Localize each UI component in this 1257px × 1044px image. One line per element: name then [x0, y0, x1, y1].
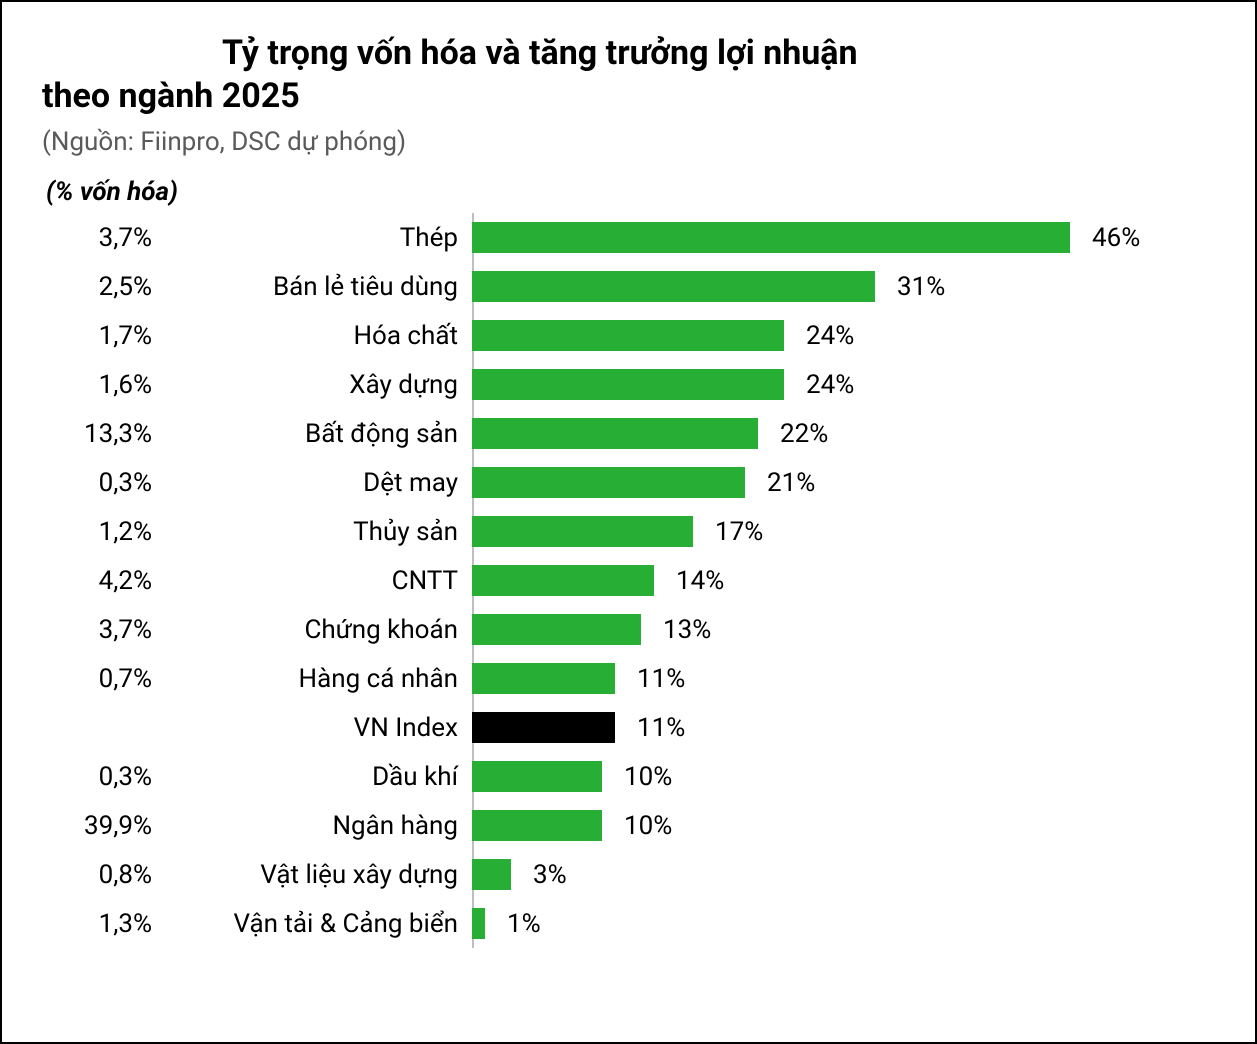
- marketcap-share: 2,5%: [42, 272, 162, 302]
- chart-row: 1,2%Thủy sản 17%: [42, 507, 1215, 556]
- chart-row: 0,3%Dầu khí 10%: [42, 752, 1215, 801]
- value-label: 24%: [806, 370, 854, 400]
- marketcap-share: 1,7%: [42, 321, 162, 351]
- bar-area: 31%: [472, 262, 1172, 311]
- category-label: Bất động sản: [162, 419, 472, 449]
- bar: [472, 222, 1070, 252]
- category-label: Vận tải & Cảng biển: [162, 909, 472, 939]
- bar-chart: 3,7%Thép46%2,5%Bán lẻ tiêu dùng31%1,7%Hó…: [42, 213, 1215, 948]
- bar-area: 11%: [472, 654, 1172, 703]
- bar: [472, 418, 758, 448]
- bar-area: 21%: [472, 458, 1172, 507]
- chart-title: Tỷ trọng vốn hóa và tăng trưởng lợi nhuậ…: [42, 32, 1215, 117]
- bar-area: 10%: [472, 801, 1172, 850]
- bar-area: 24%: [472, 311, 1172, 360]
- value-label: 14%: [676, 566, 724, 596]
- chart-row: VN Index 11%: [42, 703, 1215, 752]
- category-label: CNTT: [162, 566, 472, 596]
- marketcap-share: 3,7%: [42, 223, 162, 253]
- chart-row: 2,5%Bán lẻ tiêu dùng 31%: [42, 262, 1215, 311]
- category-label: Xây dựng: [162, 370, 472, 400]
- category-label: Vật liệu xây dựng: [162, 860, 472, 890]
- bar: [472, 663, 615, 693]
- bar-area: 13%: [472, 605, 1172, 654]
- chart-row: 0,8%Vật liệu xây dựng 3%: [42, 850, 1215, 899]
- chart-title-line1: Tỷ trọng vốn hóa và tăng trưởng lợi nhuậ…: [42, 32, 1215, 75]
- y-axis-label: (% vốn hóa): [46, 177, 1215, 207]
- bar: [472, 761, 602, 791]
- chart-row: 3,7%Chứng khoán 13%: [42, 605, 1215, 654]
- bar-area: 11%: [472, 703, 1172, 752]
- bar-area: 14%: [472, 556, 1172, 605]
- chart-subtitle: (Nguồn: Fiinpro, DSC dự phóng): [42, 127, 1215, 157]
- value-label: 13%: [663, 615, 711, 645]
- bar-area: 1%: [472, 899, 1172, 948]
- bar-area: 3%: [472, 850, 1172, 899]
- bar: [472, 859, 511, 889]
- value-label: 24%: [806, 321, 854, 351]
- bar: [472, 565, 654, 595]
- bar: [472, 908, 485, 938]
- marketcap-share: 1,6%: [42, 370, 162, 400]
- bar: [472, 369, 784, 399]
- bar-area: 24%: [472, 360, 1172, 409]
- bar: [472, 320, 784, 350]
- bar-area: 17%: [472, 507, 1172, 556]
- marketcap-share: 0,7%: [42, 664, 162, 694]
- marketcap-share: 1,2%: [42, 517, 162, 547]
- category-label: Chứng khoán: [162, 615, 472, 645]
- value-label: 10%: [624, 762, 672, 792]
- marketcap-share: 39,9%: [42, 811, 162, 841]
- chart-row: 1,6%Xây dựng 24%: [42, 360, 1215, 409]
- chart-row: 3,7%Thép 46%: [42, 213, 1215, 262]
- category-label: Ngân hàng: [162, 811, 472, 841]
- value-label: 46%: [1092, 223, 1140, 253]
- marketcap-share: 1,3%: [42, 909, 162, 939]
- marketcap-share: 3,7%: [42, 615, 162, 645]
- value-label: 21%: [767, 468, 815, 498]
- category-label: Bán lẻ tiêu dùng: [162, 272, 472, 302]
- marketcap-share: 4,2%: [42, 566, 162, 596]
- category-label: Dệt may: [162, 468, 472, 498]
- bar: [472, 810, 602, 840]
- chart-row: 4,2%CNTT 14%: [42, 556, 1215, 605]
- value-label: 31%: [897, 272, 945, 302]
- chart-row: 0,3%Dệt may 21%: [42, 458, 1215, 507]
- value-label: 22%: [780, 419, 828, 449]
- marketcap-share: 0,3%: [42, 762, 162, 792]
- chart-row: 0,7%Hàng cá nhân 11%: [42, 654, 1215, 703]
- category-label: Hóa chất: [162, 321, 472, 351]
- bar-area: 22%: [472, 409, 1172, 458]
- marketcap-share: 0,3%: [42, 468, 162, 498]
- bar: [472, 271, 875, 301]
- category-label: Hàng cá nhân: [162, 664, 472, 694]
- chart-row: 13,3%Bất động sản 22%: [42, 409, 1215, 458]
- bar-area: 46%: [472, 213, 1172, 262]
- chart-row: 1,3%Vận tải & Cảng biển 1%: [42, 899, 1215, 948]
- value-label: 10%: [624, 811, 672, 841]
- chart-title-line2: theo ngành 2025: [42, 75, 1215, 118]
- value-label: 3%: [533, 860, 567, 890]
- chart-row: 1,7%Hóa chất 24%: [42, 311, 1215, 360]
- value-label: 11%: [637, 664, 685, 694]
- bar: [472, 614, 641, 644]
- value-label: 17%: [715, 517, 763, 547]
- category-label: Thép: [162, 223, 472, 253]
- value-label: 1%: [507, 909, 541, 939]
- chart-frame: Tỷ trọng vốn hóa và tăng trưởng lợi nhuậ…: [0, 0, 1257, 1044]
- marketcap-share: 13,3%: [42, 419, 162, 449]
- bar: [472, 516, 693, 546]
- bar: [472, 467, 745, 497]
- value-label: 11%: [637, 713, 685, 743]
- bar-area: 10%: [472, 752, 1172, 801]
- category-label: Dầu khí: [162, 762, 472, 792]
- chart-row: 39,9%Ngân hàng 10%: [42, 801, 1215, 850]
- category-label: VN Index: [162, 713, 472, 743]
- category-label: Thủy sản: [162, 517, 472, 547]
- marketcap-share: 0,8%: [42, 860, 162, 890]
- bar: [472, 712, 615, 742]
